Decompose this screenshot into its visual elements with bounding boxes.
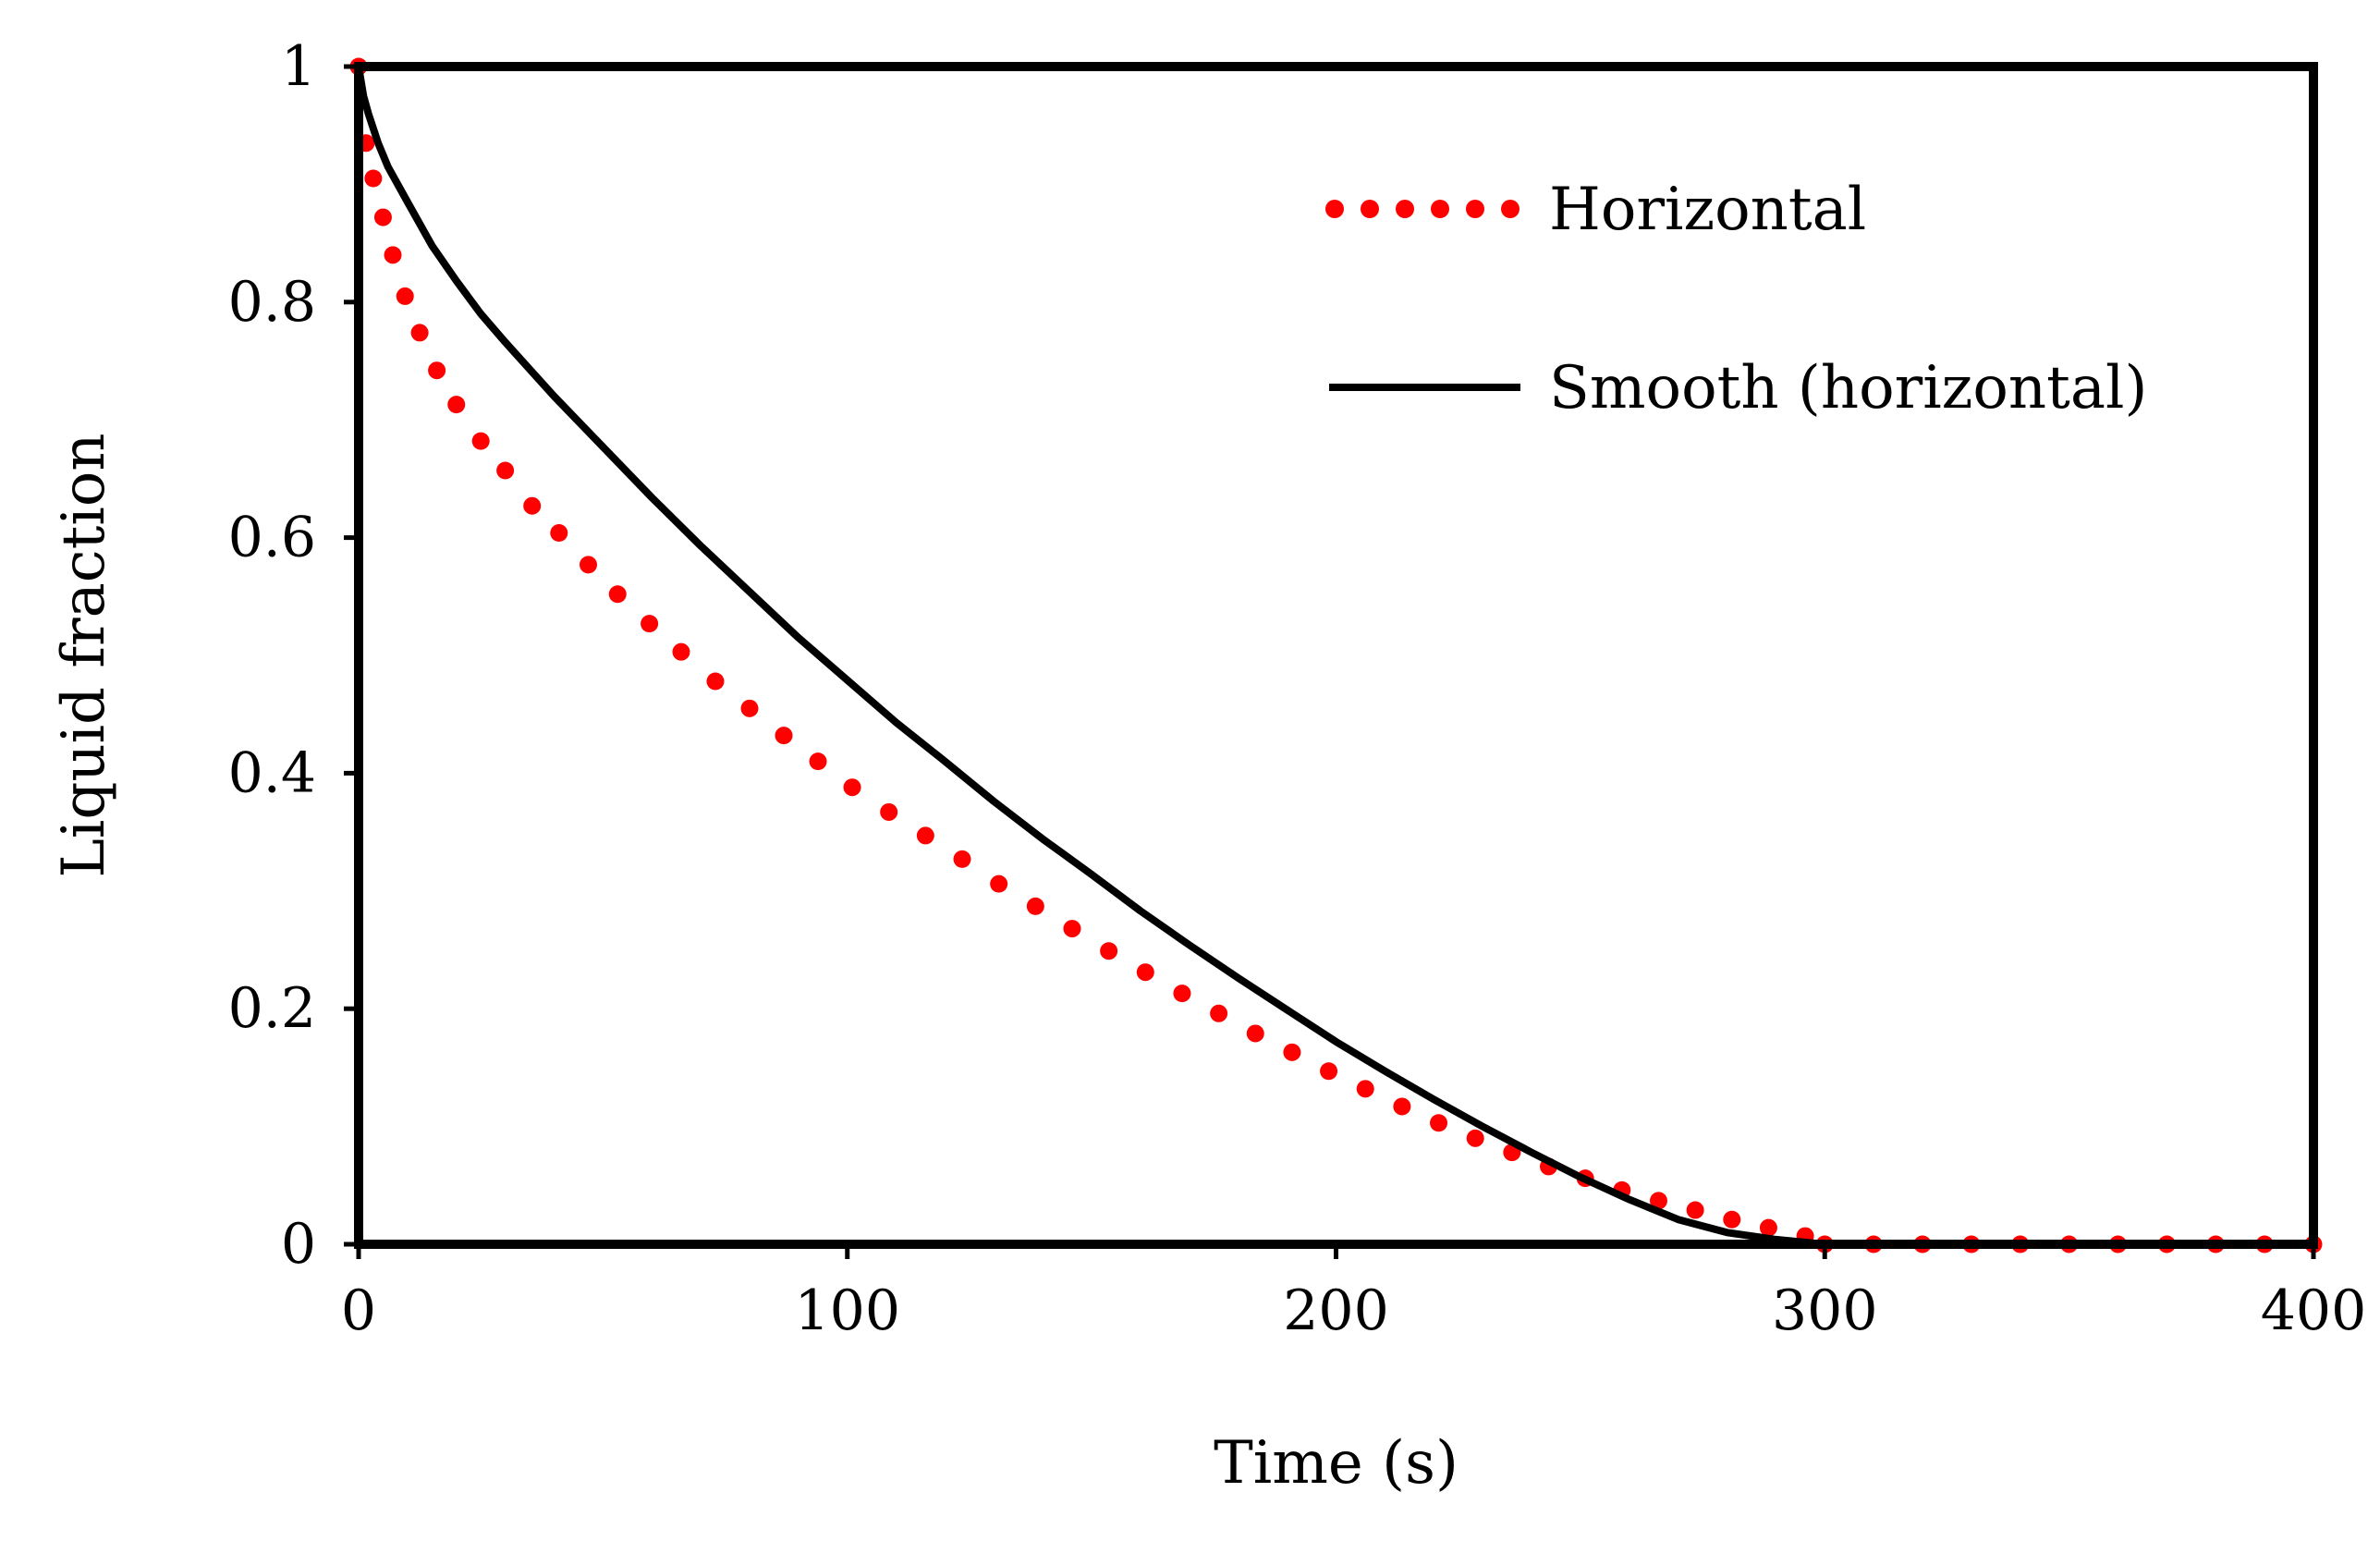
legend-dot — [1325, 200, 1344, 218]
data-point-horizontal — [580, 556, 598, 574]
data-point-horizontal — [916, 826, 934, 845]
data-point-horizontal — [523, 496, 542, 515]
data-point-horizontal — [384, 246, 402, 264]
axis-tick-labels: 0 100 200 300 400 0 0.2 0.4 0.6 0.8 1 — [228, 34, 2367, 1343]
legend-label-horizontal: Horizontal — [1549, 176, 1866, 244]
data-point-horizontal — [471, 432, 490, 450]
x-tick-label: 400 — [2261, 1278, 2367, 1343]
data-point-horizontal — [809, 752, 827, 771]
x-tick-label: 0 — [341, 1278, 376, 1343]
data-point-horizontal — [1723, 1210, 1741, 1229]
y-tick-label: 1 — [281, 34, 316, 99]
axis-ticks — [344, 64, 2316, 1259]
data-point-horizontal — [1210, 1004, 1228, 1022]
data-point-horizontal — [1063, 920, 1081, 938]
legend: Horizontal Smooth (horizontal) — [1325, 176, 2147, 422]
series-line-smooth-horizontal — [355, 63, 2317, 1248]
legend-label-smooth-horizontal: Smooth (horizontal) — [1549, 354, 2147, 422]
legend-dot — [1361, 200, 1379, 218]
y-tick-label: 0.2 — [228, 976, 316, 1041]
data-point-horizontal — [672, 642, 690, 661]
data-point-horizontal — [706, 672, 725, 691]
data-point-horizontal — [1320, 1062, 1338, 1081]
data-point-horizontal — [1136, 963, 1154, 982]
data-point-horizontal — [608, 585, 627, 604]
series-layer — [349, 57, 2323, 1254]
data-point-horizontal — [990, 874, 1008, 893]
data-point-horizontal — [1246, 1024, 1264, 1043]
legend-dot — [1431, 200, 1449, 218]
data-point-horizontal — [843, 778, 861, 797]
legend-dot — [1501, 200, 1520, 218]
data-point-horizontal — [1466, 1129, 1484, 1147]
data-point-horizontal — [447, 396, 466, 414]
data-point-horizontal — [1430, 1114, 1448, 1132]
data-point-horizontal — [364, 169, 383, 188]
legend-dot — [1466, 200, 1484, 218]
data-point-horizontal — [775, 727, 793, 745]
data-point-horizontal — [550, 524, 568, 543]
y-tick-label: 0.6 — [228, 506, 316, 570]
legend-sample-horizontal — [1325, 200, 1520, 218]
data-point-horizontal — [1283, 1043, 1301, 1061]
data-point-horizontal — [1686, 1201, 1704, 1219]
data-point-horizontal — [373, 208, 392, 226]
y-tick-label: 0.4 — [228, 740, 316, 805]
data-point-horizontal — [396, 287, 414, 305]
x-axis-title: Time (s) — [1214, 1429, 1459, 1498]
y-tick-label: 0 — [281, 1212, 316, 1277]
data-point-horizontal — [641, 615, 659, 633]
x-tick-label: 100 — [794, 1278, 900, 1343]
data-point-horizontal — [953, 850, 971, 868]
data-point-horizontal — [880, 802, 898, 821]
data-point-horizontal — [496, 461, 515, 480]
x-tick-label: 200 — [1283, 1278, 1389, 1343]
data-point-horizontal — [1649, 1192, 1667, 1210]
y-axis-title: Liquid fraction — [50, 433, 118, 877]
data-point-horizontal — [1356, 1080, 1374, 1098]
data-point-horizontal — [1173, 985, 1191, 1003]
legend-dot — [1396, 200, 1414, 218]
data-point-horizontal — [1026, 897, 1044, 915]
x-tick-label: 300 — [1772, 1278, 1878, 1343]
data-point-horizontal — [410, 324, 429, 342]
data-point-horizontal — [1100, 942, 1118, 960]
data-point-horizontal — [428, 361, 446, 380]
data-point-horizontal — [1393, 1097, 1411, 1116]
data-point-horizontal — [740, 699, 759, 717]
data-point-horizontal — [1759, 1218, 1777, 1237]
y-tick-label: 0.8 — [228, 270, 316, 335]
series-horizontal-dots — [349, 57, 2323, 1254]
